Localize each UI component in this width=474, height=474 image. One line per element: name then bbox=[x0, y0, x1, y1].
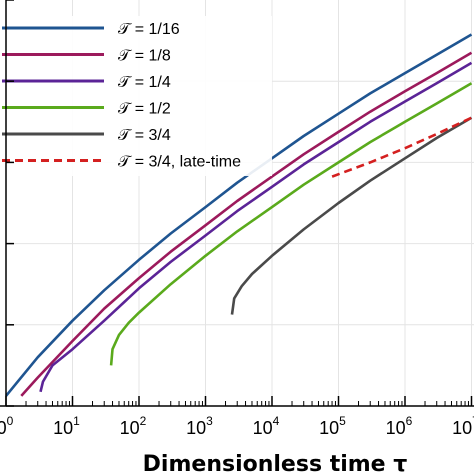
x-tick-exponent: 2 bbox=[140, 414, 147, 428]
x-tick-label: 101 bbox=[53, 414, 80, 438]
x-tick-label: 107 bbox=[452, 414, 474, 438]
x-tick-exponent: 0 bbox=[7, 414, 14, 428]
x-tick-exponent: 7 bbox=[472, 414, 474, 428]
series-line-0 bbox=[4, 33, 473, 397]
legend-label-3: 𝒯 = 1/2 bbox=[118, 101, 171, 118]
x-tick-base: 10 bbox=[386, 418, 406, 438]
legend-label-5: 𝒯 = 3/4, late-time bbox=[118, 154, 241, 171]
x-tick-label: 102 bbox=[120, 414, 147, 438]
x-tick-exponent: 4 bbox=[273, 414, 280, 428]
x-tick-label: 105 bbox=[319, 414, 346, 438]
x-tick-base: 10 bbox=[120, 418, 140, 438]
x-tick-base: 10 bbox=[452, 418, 472, 438]
x-tick-label: 106 bbox=[386, 414, 413, 438]
legend-label-0: 𝒯 = 1/16 bbox=[118, 21, 180, 38]
x-tick-exponent: 6 bbox=[406, 414, 413, 428]
series-line-4 bbox=[230, 116, 473, 315]
legend-label-1: 𝒯 = 1/8 bbox=[118, 48, 171, 65]
x-tick-base: 10 bbox=[186, 418, 206, 438]
x-tick-label: 103 bbox=[186, 414, 213, 438]
x-tick-base: 10 bbox=[319, 418, 339, 438]
series-line-3 bbox=[109, 82, 473, 366]
x-tick-base: 10 bbox=[253, 418, 273, 438]
series-line-5 bbox=[331, 116, 473, 178]
x-tick-label: 100 bbox=[0, 414, 14, 438]
legend: 𝒯 = 1/16 𝒯 = 1/8 𝒯 = 1/4 𝒯 = 1/2 𝒯 = 3/4 𝒯 = … bbox=[0, 16, 272, 176]
plot-lines bbox=[4, 33, 473, 397]
legend-label-2: 𝒯 = 1/4 bbox=[118, 74, 171, 91]
series-line-2 bbox=[39, 61, 473, 393]
x-tick-exponent: 1 bbox=[73, 414, 80, 428]
x-tick-base: 10 bbox=[53, 418, 73, 438]
x-axis-label: Dimensionless time τ bbox=[143, 452, 408, 474]
x-tick-exponent: 3 bbox=[206, 414, 213, 428]
axes: 100101102103104105106107 bbox=[0, 0, 474, 438]
series-line-1 bbox=[20, 51, 473, 397]
x-tick-base: 10 bbox=[0, 418, 7, 438]
x-tick-exponent: 5 bbox=[339, 414, 346, 428]
legend-background bbox=[0, 16, 272, 176]
legend-label-4: 𝒯 = 3/4 bbox=[118, 127, 171, 144]
x-tick-label: 104 bbox=[253, 414, 280, 438]
